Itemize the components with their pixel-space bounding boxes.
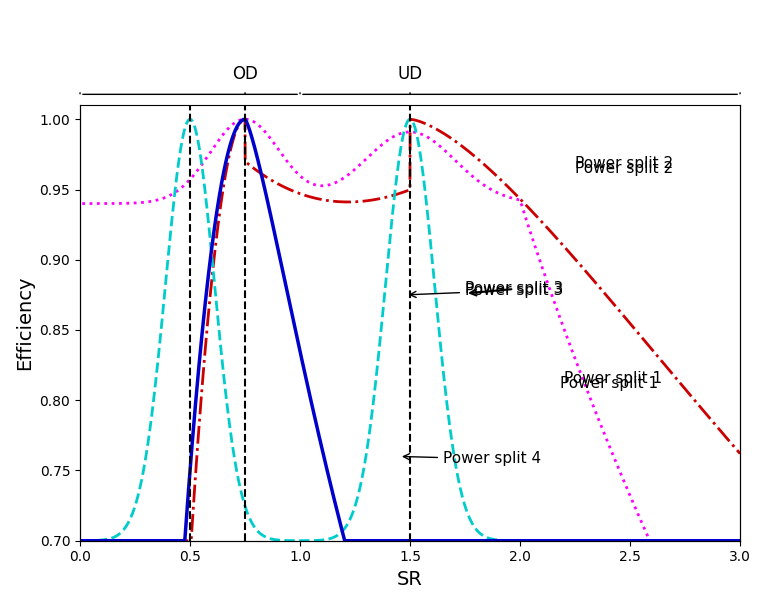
Line: Power split 2: Power split 2 bbox=[82, 119, 740, 541]
Y-axis label: Efficiency: Efficiency bbox=[15, 275, 34, 370]
Power split 4 bbox=[615, 537, 624, 544]
Power split 2 bbox=[723, 435, 732, 443]
Power split 1 bbox=[192, 391, 201, 399]
Power split 1 bbox=[358, 537, 368, 544]
Power split 4 bbox=[185, 115, 195, 123]
Power split 2 bbox=[192, 460, 201, 467]
Power split 2 bbox=[358, 198, 368, 205]
Power split 1 bbox=[723, 537, 732, 544]
Power split 3 bbox=[645, 537, 654, 544]
Power split 2 bbox=[735, 450, 745, 457]
Power split 1 bbox=[735, 537, 745, 544]
Text: UD: UD bbox=[398, 65, 423, 83]
Power split 2 bbox=[77, 537, 87, 544]
Text: Power split 1: Power split 1 bbox=[560, 376, 658, 391]
Power split 3 bbox=[723, 537, 732, 544]
Text: Power split 3: Power split 3 bbox=[410, 283, 563, 298]
Power split 4 bbox=[192, 130, 201, 137]
Power split 3 bbox=[77, 200, 87, 207]
Power split 4 bbox=[723, 537, 732, 544]
X-axis label: SR: SR bbox=[397, 570, 423, 589]
Power split 3 bbox=[735, 537, 745, 544]
Power split 4 bbox=[77, 537, 87, 544]
Text: OD: OD bbox=[232, 65, 258, 83]
Power split 4 bbox=[330, 533, 339, 541]
Power split 4 bbox=[152, 364, 162, 371]
Text: Power split 2: Power split 2 bbox=[575, 156, 673, 172]
Power split 2 bbox=[330, 198, 339, 205]
Power split 2 bbox=[241, 115, 250, 123]
Power split 4 bbox=[735, 537, 745, 544]
Text: Power split 4: Power split 4 bbox=[404, 451, 541, 466]
Power split 2 bbox=[152, 537, 162, 544]
Power split 4 bbox=[358, 468, 368, 475]
Power split 1 bbox=[652, 537, 661, 544]
Text: Power split 2: Power split 2 bbox=[575, 161, 673, 176]
Power split 1 bbox=[330, 498, 339, 505]
Text: Power split 1: Power split 1 bbox=[564, 371, 662, 387]
Power split 4 bbox=[652, 537, 661, 544]
Power split 3 bbox=[239, 115, 248, 123]
Line: Power split 3: Power split 3 bbox=[82, 119, 740, 541]
Power split 3 bbox=[358, 158, 368, 165]
Power split 1 bbox=[77, 537, 87, 544]
Power split 3 bbox=[192, 169, 201, 176]
Line: Power split 1: Power split 1 bbox=[82, 119, 740, 541]
Power split 3 bbox=[330, 179, 339, 187]
Power split 2 bbox=[652, 352, 661, 359]
Power split 1 bbox=[241, 115, 250, 123]
Power split 3 bbox=[652, 537, 661, 544]
Power split 3 bbox=[152, 196, 162, 204]
Text: Power split 3: Power split 3 bbox=[465, 281, 563, 297]
Line: Power split 4: Power split 4 bbox=[82, 119, 740, 541]
Power split 1 bbox=[152, 537, 162, 544]
